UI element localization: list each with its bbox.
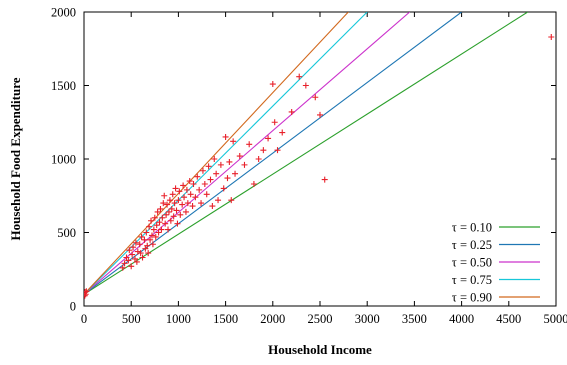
data-point bbox=[183, 209, 189, 215]
legend-label: τ = 0.75 bbox=[452, 273, 492, 287]
data-point bbox=[270, 81, 276, 87]
data-point bbox=[141, 237, 147, 243]
data-point bbox=[215, 197, 221, 203]
data-point bbox=[184, 187, 190, 193]
data-point bbox=[150, 241, 156, 247]
data-point bbox=[158, 227, 164, 233]
data-point bbox=[128, 263, 134, 269]
data-point bbox=[165, 227, 171, 233]
data-point bbox=[190, 203, 196, 209]
x-axis-title: Household Income bbox=[268, 342, 372, 357]
data-point bbox=[159, 215, 165, 221]
data-point bbox=[204, 191, 210, 197]
data-point bbox=[172, 200, 178, 206]
data-point bbox=[185, 200, 191, 206]
x-tick-label: 2000 bbox=[260, 312, 285, 326]
x-tick-label: 4500 bbox=[496, 312, 521, 326]
data-point bbox=[146, 224, 152, 230]
data-point bbox=[163, 212, 169, 218]
data-point bbox=[224, 175, 230, 181]
data-point bbox=[241, 162, 247, 168]
data-point bbox=[169, 206, 175, 212]
x-tick-label: 5000 bbox=[544, 312, 567, 326]
quantile-line bbox=[84, 12, 410, 294]
data-point bbox=[317, 112, 323, 118]
data-point bbox=[218, 162, 224, 168]
data-point bbox=[279, 130, 285, 136]
data-point bbox=[166, 209, 172, 215]
data-point bbox=[221, 185, 227, 191]
data-point bbox=[170, 191, 176, 197]
data-point bbox=[161, 193, 167, 199]
quantile-line bbox=[84, 12, 348, 294]
data-point bbox=[322, 177, 328, 183]
x-tick-label: 1000 bbox=[166, 312, 191, 326]
y-tick-label: 1000 bbox=[51, 153, 76, 167]
data-point bbox=[272, 119, 278, 125]
data-point bbox=[173, 185, 179, 191]
data-point bbox=[167, 197, 173, 203]
x-tick-label: 3500 bbox=[402, 312, 427, 326]
data-point bbox=[188, 191, 194, 197]
data-point bbox=[256, 156, 262, 162]
legend-label: τ = 0.25 bbox=[452, 238, 492, 252]
y-tick-label: 2000 bbox=[51, 6, 76, 20]
quantile-line bbox=[84, 12, 367, 294]
data-point bbox=[164, 202, 170, 208]
data-point bbox=[209, 203, 215, 209]
data-point bbox=[548, 34, 554, 40]
data-point bbox=[246, 141, 252, 147]
legend-label: τ = 0.10 bbox=[452, 221, 492, 235]
x-tick-label: 500 bbox=[122, 312, 141, 326]
y-tick-label: 0 bbox=[70, 300, 76, 314]
legend: τ = 0.10 τ = 0.25 τ = 0.50 τ = 0.75 τ = 0.90 bbox=[452, 221, 540, 305]
data-point bbox=[160, 200, 166, 206]
data-point bbox=[137, 241, 143, 247]
data-point bbox=[181, 194, 187, 200]
data-point bbox=[303, 83, 309, 89]
x-tick-label: 3000 bbox=[355, 312, 380, 326]
y-axis-title: Household Food Expenditure bbox=[8, 77, 23, 240]
x-tick-label: 0 bbox=[81, 312, 87, 326]
data-point bbox=[232, 171, 238, 177]
data-point bbox=[168, 218, 174, 224]
data-point bbox=[148, 218, 154, 224]
data-point bbox=[260, 147, 266, 153]
data-point bbox=[296, 74, 302, 80]
x-tick-label: 2500 bbox=[308, 312, 333, 326]
legend-label: τ = 0.50 bbox=[452, 256, 492, 270]
y-tick-label: 1500 bbox=[51, 79, 76, 93]
data-point bbox=[207, 177, 213, 183]
data-point bbox=[176, 188, 182, 194]
data-point bbox=[223, 134, 229, 140]
x-tick-label: 1500 bbox=[213, 312, 238, 326]
data-point bbox=[251, 181, 257, 187]
data-point bbox=[156, 230, 162, 236]
data-point bbox=[154, 222, 160, 228]
legend-label: τ = 0.90 bbox=[452, 291, 492, 305]
x-axis: 0 500 1000 1500 2000 2500 3000 3500 4000 4500 5000 bbox=[81, 12, 567, 326]
data-point bbox=[157, 219, 163, 225]
data-point bbox=[213, 171, 219, 177]
data-point bbox=[289, 109, 295, 115]
data-point bbox=[180, 182, 186, 188]
data-point bbox=[226, 159, 232, 165]
data-point bbox=[191, 181, 197, 187]
y-tick-label: 500 bbox=[57, 226, 76, 240]
x-tick-label: 4000 bbox=[449, 312, 474, 326]
data-point bbox=[202, 181, 208, 187]
